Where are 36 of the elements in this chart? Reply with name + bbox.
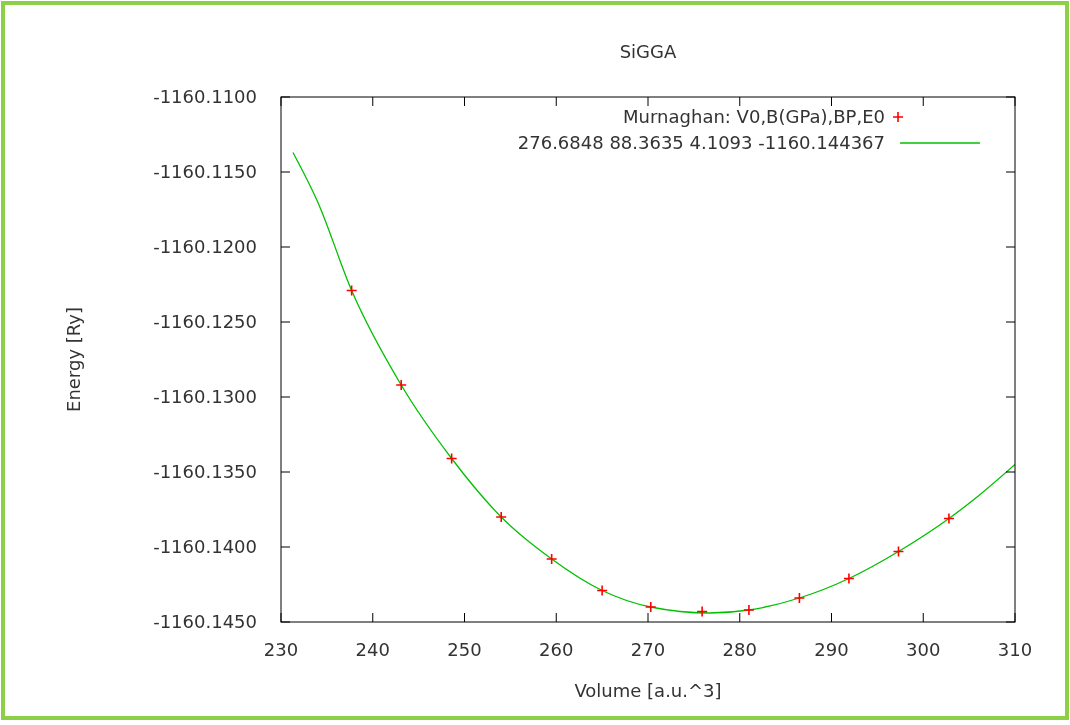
point: [395, 379, 407, 391]
y-tick-label: -1160.1450: [153, 611, 257, 632]
point: [545, 553, 558, 565]
point: [696, 605, 708, 618]
legend-label: 276.6848 88.3635 4.1093 -1160.144367: [517, 132, 885, 153]
y-tick-label: -1160.1350: [153, 461, 257, 482]
legend-label: Murnaghan: V0,B(GPa),BP,E0: [623, 106, 885, 127]
x-axis-title: Volume [a.u.^3]: [574, 680, 722, 701]
point: [596, 584, 608, 597]
x-tick-label: 260: [539, 639, 574, 660]
x-tick-label: 240: [355, 639, 390, 660]
y-tick-label: -1160.1100: [153, 86, 257, 107]
x-tick-label: 300: [906, 639, 941, 660]
point: [644, 601, 657, 613]
point: [345, 284, 358, 297]
chart-title: SiGGA: [619, 41, 677, 62]
x-tick-label: 250: [447, 639, 482, 660]
point: [743, 604, 755, 616]
x-tick-label: 280: [722, 639, 757, 660]
x-tick-label: 270: [630, 639, 666, 660]
point: [793, 592, 806, 604]
x-tick-label: 310: [997, 639, 1033, 660]
y-tick-label: -1160.1200: [153, 236, 257, 257]
point: [843, 572, 855, 585]
y-tick-label: -1160.1150: [153, 161, 257, 182]
point: [495, 511, 507, 523]
point: [943, 512, 955, 525]
y-tick-label: -1160.1250: [153, 311, 257, 332]
y-tick-label: -1160.1300: [153, 386, 257, 407]
x-tick-label: 290: [814, 639, 849, 660]
point: [445, 452, 458, 465]
line-series: [292, 151, 1015, 614]
y-axis-title: Energy [Ry]: [63, 307, 84, 412]
y-tick-label: -1160.1400: [153, 536, 257, 557]
point: [892, 545, 905, 558]
x-tick-label: 230: [263, 639, 299, 660]
